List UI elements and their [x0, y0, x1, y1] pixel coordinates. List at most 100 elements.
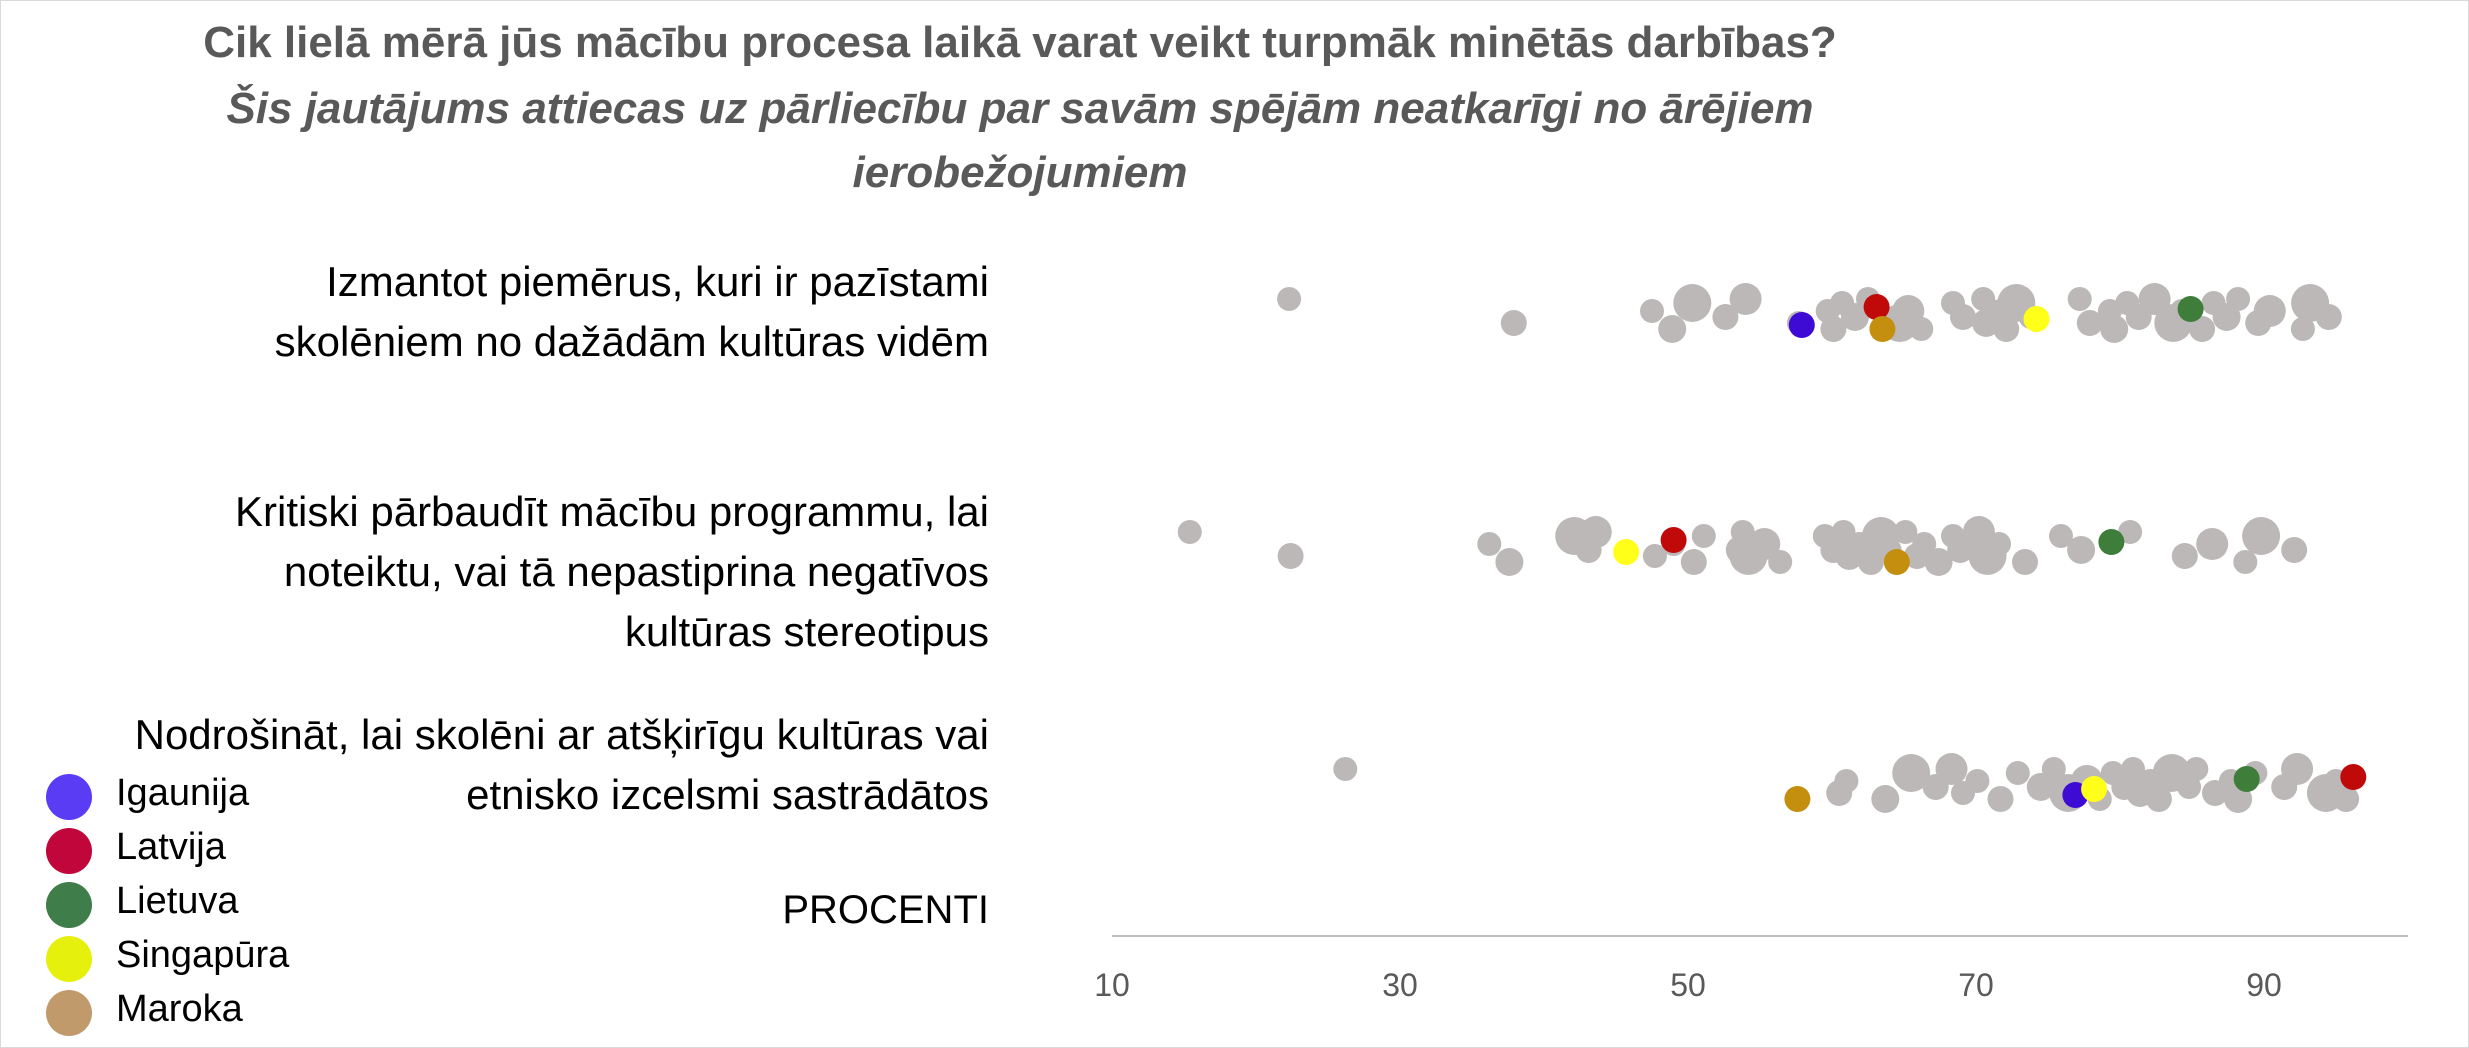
x-tick-label: 10 — [1094, 967, 1130, 1003]
point-other-country — [2184, 757, 2209, 781]
point-other-country — [1177, 520, 1202, 544]
point-other-country — [2189, 316, 2216, 342]
point-other-country — [1987, 786, 2014, 812]
point-other-country — [2005, 761, 2030, 785]
x-tick-label: 70 — [1958, 967, 1994, 1003]
point-other-country — [1857, 549, 1884, 575]
x-tick-label: 30 — [1382, 967, 1418, 1003]
point-other-country — [1680, 549, 1707, 575]
point-other-country — [1495, 548, 1524, 576]
chart-subtitle-line-2: ierobežojumiem — [852, 148, 1188, 197]
point-other-country — [2145, 786, 2172, 812]
point-other-country — [2049, 524, 2073, 548]
point-other-country — [2100, 315, 2129, 343]
category-label-2: Kritiski pārbaudīt mācību programmu, lai… — [0, 482, 989, 662]
point-other-country — [2281, 537, 2308, 563]
point-maroka-row-2 — [1883, 549, 1910, 575]
chart-subtitle-line-1: Šis jautājums attiecas uz pārliecību par… — [226, 84, 1814, 133]
point-lietuva-row-3 — [2233, 766, 2260, 792]
point-other-country — [1993, 316, 2020, 342]
point-other-country — [2012, 549, 2038, 575]
point-igaunija-row-1 — [1788, 312, 1815, 338]
point-other-country — [2290, 317, 2315, 341]
point-other-country — [1500, 310, 1527, 336]
point-other-country — [2121, 757, 2145, 781]
point-other-country — [2226, 287, 2251, 311]
point-other-country — [1971, 287, 1996, 311]
point-other-country — [1965, 769, 1990, 793]
other-countries-points — [1177, 283, 2360, 813]
point-other-country — [1477, 532, 1502, 556]
legend-label: Latvija — [116, 826, 226, 868]
legend-label: Igaunija — [116, 772, 250, 814]
point-other-country — [2076, 310, 2103, 336]
x-tick-label: 50 — [1670, 967, 1706, 1003]
point-other-country — [1834, 769, 1859, 793]
point-latvija-row-3 — [2340, 764, 2367, 790]
point-latvija-row-2 — [1660, 527, 1687, 553]
category-label-3-line-1: Nodrošināt, lai skolēni ar atšķirīgu kul… — [134, 711, 989, 758]
point-other-country — [1950, 304, 1976, 330]
point-other-country — [1935, 753, 1968, 785]
point-other-country — [2315, 304, 2342, 330]
point-other-country — [1871, 785, 1900, 813]
point-other-country — [2196, 528, 2229, 560]
highlighted-countries-points — [1613, 294, 2367, 812]
category-label-1: Izmantot piemērus, kuri ir pazīstami sko… — [0, 252, 989, 372]
point-other-country — [1691, 524, 1716, 548]
point-other-country — [1892, 754, 1931, 792]
point-maroka-row-1 — [1869, 316, 1896, 342]
point-other-country — [1579, 516, 1612, 548]
point-singapūra-row-3 — [2081, 776, 2108, 802]
category-label-3-line-2: etnisko izcelsmi sastrādātos — [466, 771, 989, 818]
point-other-country — [1658, 315, 1687, 343]
point-other-country — [2138, 283, 2171, 315]
point-other-country — [1912, 532, 1937, 556]
point-other-country — [2041, 757, 2066, 781]
point-lietuva-row-2 — [2098, 529, 2125, 555]
category-label-2-line-1: Kritiski pārbaudīt mācību programmu, lai — [235, 488, 989, 535]
legend-label: Lietuva — [116, 880, 239, 922]
point-other-country — [2067, 536, 2096, 564]
legend-label: Singapūra — [116, 934, 290, 976]
point-other-country — [2281, 753, 2314, 785]
point-other-country — [2026, 773, 2055, 801]
point-other-country — [1909, 317, 1934, 341]
x-axis-unit-label: PROCENTI — [782, 888, 989, 932]
point-other-country — [2253, 295, 2286, 327]
point-other-country — [2233, 550, 2258, 574]
point-other-country — [1924, 548, 1953, 576]
category-label-1-line-2: skolēniem no dažādām kultūras vidēm — [274, 318, 989, 365]
x-tick-label: 90 — [2246, 967, 2282, 1003]
point-other-country — [1277, 543, 1304, 569]
point-singapūra-row-1 — [2023, 306, 2050, 332]
point-other-country — [1987, 532, 2011, 556]
point-other-country — [1640, 299, 1664, 323]
point-other-country — [1841, 303, 1869, 331]
legend-marker — [46, 828, 92, 874]
point-other-country — [1673, 284, 1712, 322]
point-other-country — [2242, 517, 2281, 555]
point-latvija-row-1 — [1863, 294, 1890, 320]
point-other-country — [1729, 283, 1762, 315]
point-other-country — [2333, 786, 2360, 812]
point-other-country — [2171, 543, 2198, 569]
point-other-country — [1277, 287, 1302, 311]
legend-label: Maroka — [116, 988, 243, 1030]
legend-marker — [46, 936, 92, 982]
point-lietuva-row-1 — [2177, 296, 2204, 322]
point-other-country — [1947, 537, 1974, 563]
category-label-2-line-2: noteiktu, vai tā nepastiprina negatīvos — [283, 548, 989, 595]
legend-marker — [46, 882, 92, 928]
chart-title: Cik lielā mērā jūs mācību procesa laikā … — [203, 18, 1837, 67]
point-other-country — [2118, 520, 2143, 544]
legend-marker — [46, 990, 92, 1036]
point-other-country — [2067, 287, 2092, 311]
point-other-country — [1642, 544, 1667, 568]
point-other-country — [1333, 757, 1358, 781]
point-other-country — [2177, 775, 2202, 799]
point-other-country — [1820, 316, 1847, 342]
x-axis: 10 30 50 70 90 — [1094, 935, 2408, 1003]
category-label-2-line-3: kultūras stereotipus — [624, 608, 989, 655]
